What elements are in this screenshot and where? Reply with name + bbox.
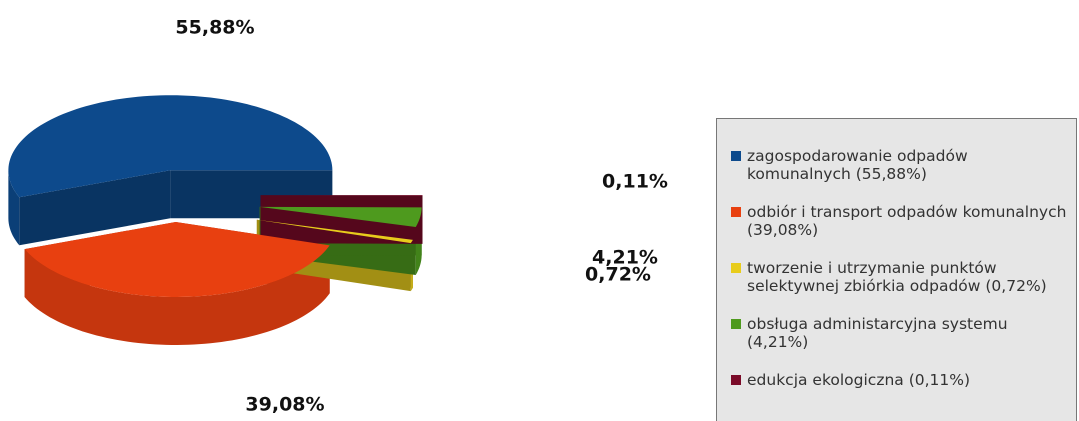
data-label: 0,72% [585,264,651,286]
data-label: 39,08% [245,394,324,416]
legend-item: edukcja ekologiczna (0,11%) [731,371,1070,389]
legend-label: obsługa administarcyjna systemu (4,21%) [747,315,1008,351]
legend-swatch [731,375,741,385]
slice [8,95,333,198]
legend-swatch [731,207,741,217]
legend-item: tworzenie i utrzymanie punktów selektywn… [731,259,1070,295]
legend-item: zagospodarowanie odpadów komunalnych (55… [731,147,1070,183]
slice-wall [19,170,171,246]
legend-item: obsługa administarcyjna systemu (4,21%) [731,315,1070,351]
slice-side [8,170,20,246]
chart: 55,88% 39,08% 0,72%4,21% 0,11% [8,17,668,416]
legend-swatch [731,319,741,329]
legend-swatch [731,151,741,161]
data-label: 0,11% [602,171,668,193]
data-label: 55,88% [175,17,254,39]
legend-item: odbiór i transport odpadów komunalnych (… [731,203,1070,239]
legend-label: tworzenie i utrzymanie punktów selektywn… [747,259,1047,295]
legend-swatch [731,263,741,273]
slice-side [24,245,330,345]
legend-label: edukcja ekologiczna (0,11%) [747,371,971,389]
slice [256,219,413,244]
slice [24,221,330,297]
data-label: 4,21% [592,247,658,269]
slice [259,206,422,227]
legend-label: zagospodarowanie odpadów komunalnych (55… [747,147,968,183]
slice [260,195,423,196]
legend-label: odbiór i transport odpadów komunalnych (… [747,203,1067,239]
legend: zagospodarowanie odpadów komunalnych (55… [716,118,1077,421]
